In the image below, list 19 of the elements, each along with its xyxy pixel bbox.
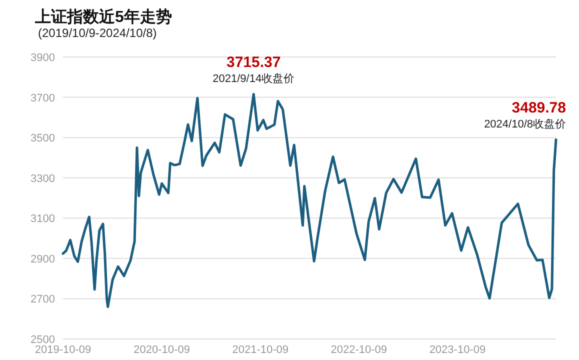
x-tick-label: 2019-10-09: [34, 344, 92, 356]
annotation: 2024/10/8收盘价: [484, 118, 566, 131]
chart-subtitle: (2019/10/9-2024/10/8): [38, 26, 157, 40]
y-tick-label: 2900: [30, 253, 55, 266]
annotation: 3489.78: [512, 100, 566, 117]
y-tick-label: 3700: [30, 92, 55, 104]
x-tick-label: 2022-10-09: [330, 344, 388, 356]
y-tick-label: 2700: [30, 294, 55, 306]
y-tick-label: 3100: [30, 213, 55, 226]
annotation: 3715.37: [226, 54, 281, 72]
y-tick-label: 3300: [30, 172, 55, 185]
chart-title: 上证指数近5年走势: [34, 8, 172, 26]
x-tick-label: 2020-10-09: [134, 344, 190, 356]
annotation: 2021/9/14收盘价: [212, 73, 295, 86]
x-tick-label: 2023-10-09: [429, 344, 486, 356]
y-tick-label: 3500: [30, 132, 55, 145]
y-tick-label: 3900: [30, 52, 55, 64]
x-tick-label: 2021-10-09: [232, 344, 289, 356]
y-tick-label: 2500: [30, 334, 55, 346]
